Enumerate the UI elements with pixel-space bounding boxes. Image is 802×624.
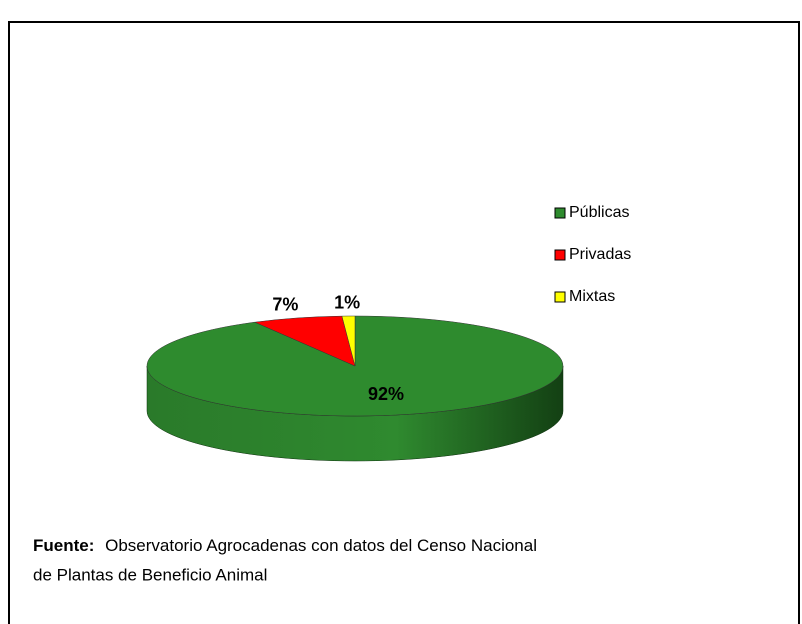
source-label: Fuente: [33, 536, 94, 555]
legend-swatch [554, 207, 566, 219]
source: Fuente: Observatorio Agrocadenas con dat… [33, 536, 537, 555]
pie: 92% 7% 1% [146, 292, 564, 462]
legend-label: Mixtas [569, 288, 615, 305]
source-text: Observatorio Agrocadenas con datos del C… [105, 536, 537, 555]
pie-slice [341, 315, 356, 367]
legend-swatch [554, 249, 566, 261]
legend-swatch [554, 291, 566, 303]
data-label: 7% [272, 295, 298, 315]
legend-label: Públicas [569, 204, 629, 221]
legend-label: Privadas [569, 246, 631, 263]
legend: Públicas Privadas Mixtas [554, 204, 631, 305]
data-label: 92% [368, 384, 404, 404]
source-cont: de Plantas de Beneficio Animal [33, 565, 267, 584]
data-label: 1% [334, 292, 360, 312]
